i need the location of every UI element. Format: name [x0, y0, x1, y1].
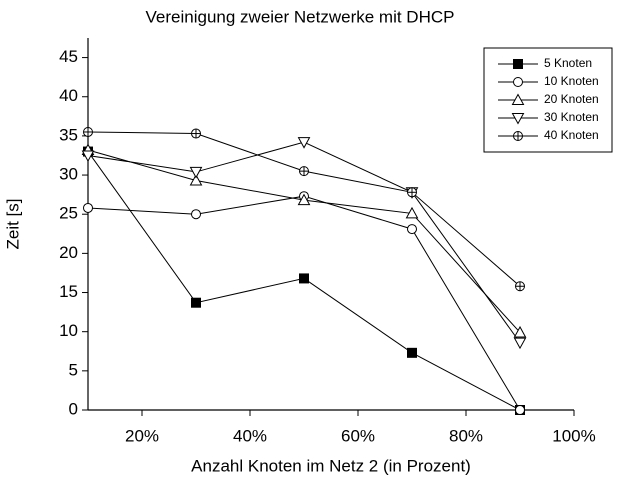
x-tick-label: 60% — [341, 426, 375, 445]
marker — [405, 206, 419, 219]
marker-part — [513, 77, 523, 87]
x-tick-label: 40% — [233, 426, 267, 445]
y-tick-label: 25 — [59, 204, 78, 223]
marker — [297, 137, 311, 149]
marker — [191, 209, 201, 220]
legend-label: 10 Knoten — [544, 74, 599, 88]
marker — [407, 187, 417, 198]
x-tick-label: 20% — [125, 426, 159, 445]
marker — [515, 405, 525, 415]
marker — [513, 337, 527, 350]
marker-part — [407, 347, 417, 358]
marker — [299, 166, 309, 177]
marker-part — [191, 209, 201, 220]
marker-part — [511, 113, 525, 125]
marker-part — [405, 206, 419, 219]
marker — [191, 297, 201, 308]
y-tick-label: 45 — [59, 47, 78, 66]
marker-part — [511, 93, 525, 105]
y-tick-label: 0 — [69, 399, 78, 418]
marker-part — [513, 337, 527, 350]
marker — [297, 193, 311, 206]
y-axis-label: Zeit [s] — [3, 198, 22, 249]
y-tick-label: 5 — [69, 360, 78, 379]
marker — [513, 77, 523, 87]
marker — [513, 131, 523, 141]
marker-part — [299, 273, 309, 284]
marker-part — [515, 405, 525, 415]
marker-part — [189, 173, 203, 186]
marker-part — [407, 224, 417, 235]
x-axis-label: Anzahl Knoten im Netz 2 (in Prozent) — [191, 456, 471, 475]
y-tick-label: 10 — [59, 321, 78, 340]
marker — [189, 166, 203, 179]
marker — [407, 347, 417, 358]
series-line — [87, 131, 521, 287]
x-tick-label: 80% — [449, 426, 483, 445]
marker — [299, 273, 309, 284]
marker — [511, 113, 525, 125]
marker — [515, 281, 525, 292]
series-line — [87, 149, 521, 333]
marker — [189, 173, 203, 186]
y-tick-label: 35 — [59, 125, 78, 144]
marker-part — [297, 193, 311, 206]
legend-label: 30 Knoten — [544, 110, 599, 124]
y-tick-label: 40 — [59, 86, 78, 105]
marker-part — [81, 150, 95, 163]
chart-title: Vereinigung zweier Netzwerke mit DHCP — [146, 7, 455, 26]
marker-part — [513, 325, 527, 338]
marker-part — [83, 202, 93, 213]
marker — [513, 59, 523, 69]
marker — [513, 325, 527, 338]
marker — [191, 128, 201, 139]
marker — [511, 93, 525, 105]
x-tick-label: 100% — [552, 426, 595, 445]
marker — [83, 126, 93, 137]
marker — [407, 224, 417, 235]
y-tick-label: 15 — [59, 282, 78, 301]
legend-label: 5 Knoten — [544, 56, 592, 70]
legend-label: 20 Knoten — [544, 92, 599, 106]
marker — [81, 150, 95, 163]
marker — [83, 202, 93, 213]
y-tick-label: 30 — [59, 165, 78, 184]
legend-label: 40 Knoten — [544, 128, 599, 142]
marker-part — [513, 59, 523, 69]
marker-part — [297, 137, 311, 149]
marker-part — [191, 297, 201, 308]
y-tick-label: 20 — [59, 243, 78, 262]
marker-part — [189, 166, 203, 179]
series-line — [87, 195, 521, 411]
